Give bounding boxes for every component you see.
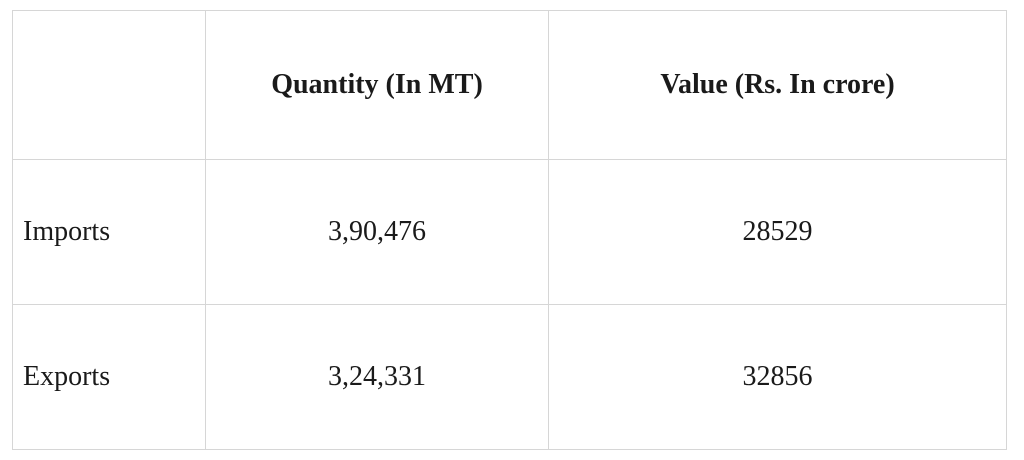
row-label-exports: Exports — [12, 304, 206, 450]
table-row: Exports 3,24,331 32856 — [12, 304, 1007, 450]
cell-imports-quantity: 3,90,476 — [205, 159, 549, 305]
row-label-imports: Imports — [12, 159, 206, 305]
table-row: Imports 3,90,476 28529 — [12, 159, 1007, 305]
cell-imports-value: 28529 — [548, 159, 1007, 305]
table-header-row: Quantity (In MT) Value (Rs. In crore) — [12, 10, 1007, 160]
cell-exports-value: 32856 — [548, 304, 1007, 450]
header-value: Value (Rs. In crore) — [548, 10, 1007, 160]
trade-data-table: Quantity (In MT) Value (Rs. In crore) Im… — [12, 10, 1007, 450]
header-empty-cell — [12, 10, 206, 160]
cell-exports-quantity: 3,24,331 — [205, 304, 549, 450]
header-quantity: Quantity (In MT) — [205, 10, 549, 160]
